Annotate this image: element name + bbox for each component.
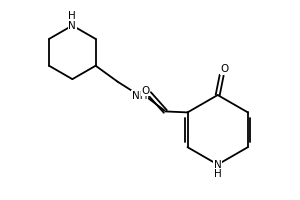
- Text: N: N: [214, 160, 222, 170]
- Text: H: H: [214, 169, 222, 179]
- Text: O: O: [141, 86, 149, 96]
- Text: N: N: [68, 21, 76, 31]
- Text: O: O: [220, 64, 229, 74]
- Text: NH: NH: [132, 91, 147, 101]
- Text: H: H: [68, 11, 76, 21]
